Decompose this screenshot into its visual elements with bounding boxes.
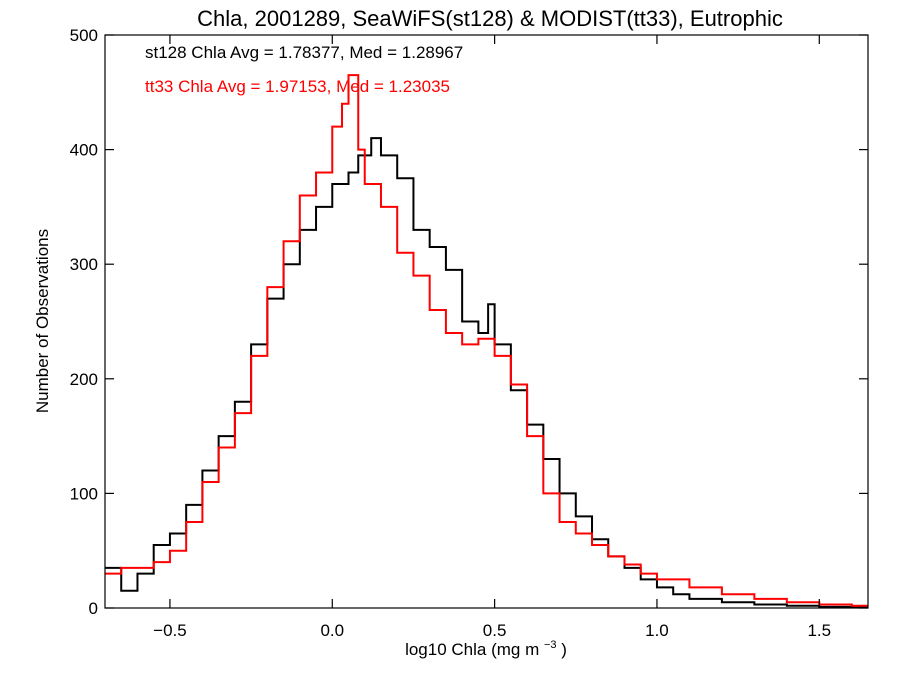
y-tick-label: 400 xyxy=(70,141,98,160)
annotation-st128: st128 Chla Avg = 1.78377, Med = 1.28967 xyxy=(145,43,463,62)
chart-title: Chla, 2001289, SeaWiFS(st128) & MODIST(t… xyxy=(197,6,783,31)
x-tick-label: −0.5 xyxy=(153,621,187,640)
y-axis-ticks: 0 100 200 300 400 500 xyxy=(70,26,868,618)
x-axis-label-close: ) xyxy=(561,640,567,659)
x-tick-label: 1.0 xyxy=(645,621,669,640)
plot-frame xyxy=(104,34,869,609)
x-tick-label: 0.0 xyxy=(320,621,344,640)
y-tick-label: 300 xyxy=(70,255,98,274)
annotation-tt33: tt33 Chla Avg = 1.97153, Med = 1.23035 xyxy=(145,77,450,96)
series-line-st128 xyxy=(105,137,868,608)
x-axis-label: log10 Chla (mg m −3 ) xyxy=(405,633,567,659)
y-axis-label: Number of Observations xyxy=(33,229,52,413)
x-tick-label: 1.5 xyxy=(807,621,831,640)
x-tick-label: 0.5 xyxy=(483,621,507,640)
y-tick-label: 100 xyxy=(70,484,98,503)
series-layer xyxy=(105,74,868,608)
x-axis-label-main: log10 Chla (mg m xyxy=(405,640,539,659)
x-axis-label-superscript: −3 xyxy=(544,639,557,651)
y-tick-label: 0 xyxy=(89,599,98,618)
series-line-tt33 xyxy=(105,74,868,607)
y-tick-label: 500 xyxy=(70,26,98,45)
x-axis-ticks: −0.5 0.0 0.5 1.0 1.5 xyxy=(153,35,831,640)
y-tick-label: 200 xyxy=(70,370,98,389)
